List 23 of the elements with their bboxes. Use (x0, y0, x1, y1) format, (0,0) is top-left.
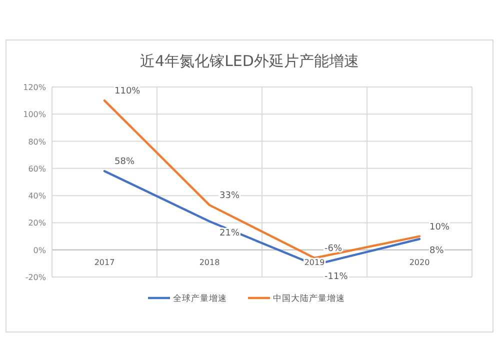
data-label: -11% (324, 272, 348, 282)
y-tick-label: 80% (28, 137, 46, 146)
data-label: 58% (114, 157, 135, 168)
data-label: 33% (220, 191, 240, 202)
chart-title: 近4年氮化镓LED外延片产能增速 (140, 52, 359, 70)
y-tick-label: 40% (28, 192, 46, 201)
y-tick-label: 60% (28, 164, 46, 174)
line-series (103, 99, 421, 260)
y-tick-label: 100% (23, 110, 46, 120)
legend-label: 中国大陆产量增速 (273, 293, 345, 304)
data-label: 110% (114, 86, 141, 97)
data-label: 8% (430, 246, 444, 256)
x-tick-label: 2018 (199, 258, 220, 267)
data-label: 21% (220, 228, 240, 238)
y-tick-label: 120% (23, 83, 46, 92)
legend-label: 全球产量增速 (173, 293, 227, 304)
data-label: -6% (324, 244, 342, 254)
y-tick-label: -20% (25, 273, 46, 282)
y-tick-label: 20% (28, 218, 46, 228)
y-tick-label: 0% (33, 246, 46, 255)
x-tick-label: 2017 (94, 258, 115, 267)
x-tick-label: 2020 (409, 258, 430, 267)
data-label: 10% (430, 222, 450, 232)
